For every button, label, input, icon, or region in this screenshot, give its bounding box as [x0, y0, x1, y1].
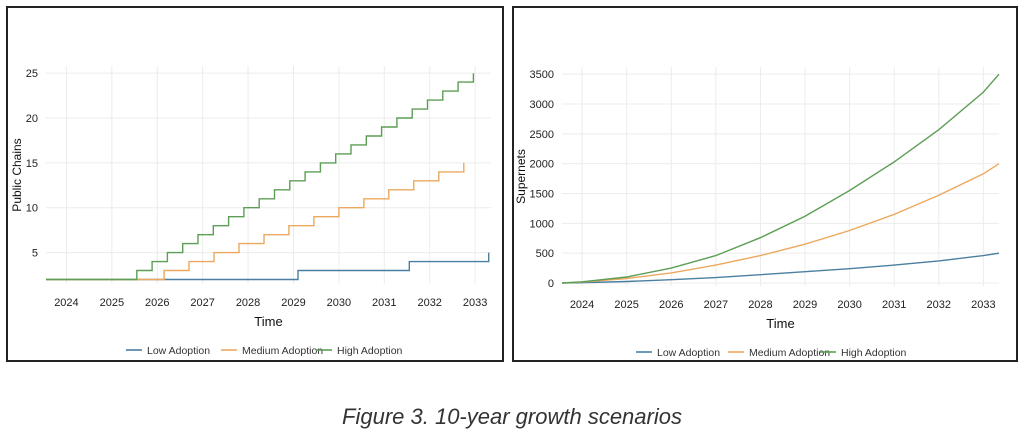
supernets-x-tick-label: 2026	[659, 299, 683, 311]
public-chains-y-axis-label: Public Chains	[10, 138, 24, 211]
public-chains-series-medium-line	[46, 162, 465, 281]
public-chains-series-high-line	[46, 73, 475, 281]
public-chains-series-low-line	[46, 252, 490, 281]
public-chains-x-tick-label: 2030	[327, 297, 351, 309]
public-chains-x-tick-label: 2024	[54, 297, 78, 309]
public-chains-legend-label-high: High Adoption	[337, 345, 403, 357]
supernets-y-tick-label: 3500	[530, 69, 554, 81]
supernets-y-tick-label: 2500	[530, 129, 554, 141]
supernets-x-tick-label: 2025	[614, 299, 638, 311]
supernets-x-tick-label: 2024	[570, 299, 594, 311]
supernets-y-tick-label: 2000	[530, 159, 554, 171]
public-chains-x-axis-label: Time	[254, 314, 282, 329]
public-chains-legend-label-medium: Medium Adoption	[242, 345, 323, 357]
supernets-series-medium-line	[561, 163, 1000, 284]
supernets-series-low-line	[561, 252, 1000, 284]
public-chains-x-tick-label: 2025	[100, 297, 124, 309]
supernets-x-tick-label: 2030	[837, 299, 861, 311]
supernets-x-tick-label: 2032	[927, 299, 951, 311]
supernets-series-high-line	[561, 73, 1000, 284]
public-chains-x-tick-label: 2028	[236, 297, 260, 309]
public-chains-x-tick-label: 2029	[281, 297, 305, 309]
chart-panel-public-chains: 2024 2025 2026 2027 2028 2029 2030 2031 2032 2033…	[6, 6, 504, 362]
supernets-x-axis-label: Time	[766, 316, 794, 331]
supernets-chart: 2024 2025 2026 2027 2028 2029 2030 2031 2032 2033…	[514, 67, 1000, 359]
supernets-x-tick-label: 2033	[971, 299, 995, 311]
supernets-y-tick-label: 3000	[530, 99, 554, 111]
supernets-x-tick-label: 2028	[748, 299, 772, 311]
supernets-y-axis-label: Supernets	[514, 149, 528, 204]
supernets-legend-label-medium: Medium Adoption	[749, 347, 830, 359]
supernets-legend-label-low: Low Adoption	[657, 347, 720, 359]
chart-panel-supernets: 2024 2025 2026 2027 2028 2029 2030 2031 2032 2033…	[512, 6, 1018, 362]
supernets-x-tick-label: 2029	[793, 299, 817, 311]
supernets-legend-label-high: High Adoption	[841, 347, 907, 359]
public-chains-legend-label-low: Low Adoption	[147, 345, 210, 357]
public-chains-x-tick-label: 2032	[417, 297, 441, 309]
figure-caption: Figure 3. 10-year growth scenarios	[342, 404, 682, 429]
public-chains-y-tick-label: 15	[26, 158, 38, 170]
supernets-y-tick-label: 0	[548, 278, 554, 290]
public-chains-x-tick-label: 2033	[463, 297, 487, 309]
supernets-y-tick-label: 1500	[530, 189, 554, 201]
public-chains-x-tick-label: 2031	[372, 297, 396, 309]
public-chains-y-tick-label: 5	[32, 248, 38, 260]
public-chains-y-tick-label: 25	[26, 68, 38, 80]
public-chains-x-tick-label: 2027	[190, 297, 214, 309]
public-chains-y-tick-label: 20	[26, 113, 38, 125]
supernets-y-tick-label: 1000	[530, 218, 554, 230]
supernets-x-tick-label: 2031	[882, 299, 906, 311]
supernets-x-tick-label: 2027	[704, 299, 728, 311]
public-chains-x-tick-label: 2026	[145, 297, 169, 309]
public-chains-y-tick-label: 10	[26, 203, 38, 215]
supernets-y-tick-label: 500	[536, 248, 554, 260]
public-chains-chart: 2024 2025 2026 2027 2028 2029 2030 2031 2032 2033…	[10, 66, 491, 357]
